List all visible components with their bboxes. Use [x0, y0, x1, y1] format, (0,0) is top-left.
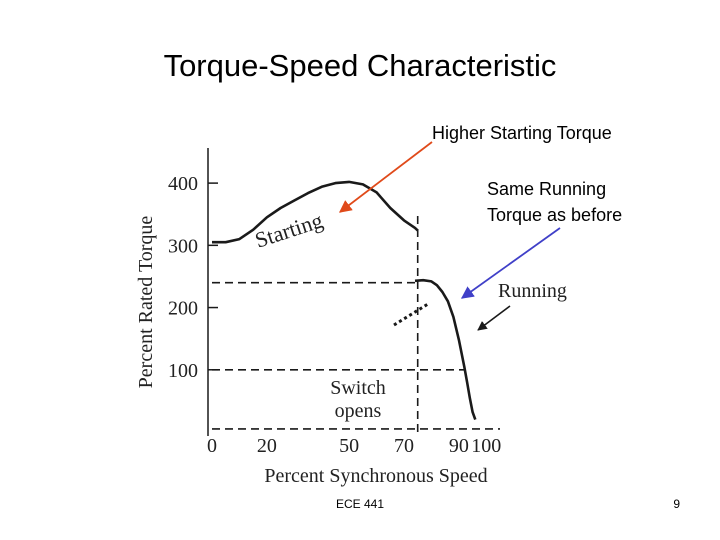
y-tick-label-200: 200: [168, 298, 198, 320]
starting-annotation-arrow: [338, 141, 433, 213]
starting-curve-label: Starting: [252, 207, 326, 252]
running-curve-label: Running: [498, 280, 567, 302]
x-tick-label-90: 90: [449, 435, 469, 457]
x-axis-label: Percent Synchronous Speed: [264, 465, 487, 487]
series-starting: [212, 180, 419, 244]
chart-series: [212, 180, 500, 432]
x-tick-label-0: 0: [207, 435, 217, 457]
same-running-line2: Torque as before: [487, 205, 623, 225]
footer-course: ECE 441: [336, 497, 385, 511]
y-tick-label-100: 100: [168, 360, 198, 382]
y-tick-label-400: 400: [168, 173, 198, 195]
switch-opens-label-line2: opens: [335, 400, 382, 422]
running-annotation-arrow: [460, 227, 561, 299]
x-tick-label-100: 100: [471, 435, 501, 457]
running-pointer: [477, 305, 511, 331]
page-number: 9: [673, 497, 680, 511]
series-running: [414, 278, 477, 421]
switch-opens-label-line1: Switch: [330, 377, 386, 399]
x-tick-label-50: 50: [339, 435, 359, 457]
x-tick-label-20: 20: [257, 435, 277, 457]
same-running-line1: Same Running: [487, 179, 607, 199]
switch-pointer: [393, 302, 429, 327]
x-tick-label-70: 70: [394, 435, 414, 457]
slide-title: Torque-Speed Characteristic: [163, 48, 557, 83]
same-running-torque-annotation: Same Running Torque as before: [487, 176, 622, 228]
y-axis-label: Percent Rated Torque: [135, 216, 157, 389]
y-tick-label-300: 300: [168, 235, 198, 257]
higher-starting-torque-annotation: Higher Starting Torque: [432, 123, 612, 143]
